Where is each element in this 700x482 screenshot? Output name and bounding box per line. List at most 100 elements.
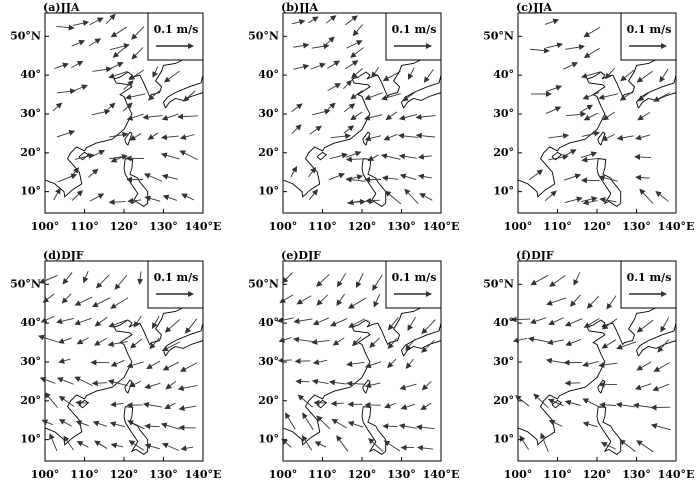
wind-vector — [307, 16, 319, 24]
wind-vector — [295, 378, 310, 385]
wind-vector — [94, 316, 108, 327]
wind-vector — [528, 169, 544, 181]
wind-vector — [308, 166, 317, 178]
wind-vector — [301, 435, 313, 451]
wind-vector — [161, 341, 181, 351]
wind-vector — [291, 124, 302, 134]
wind-vector — [185, 318, 198, 334]
wind-vector — [400, 403, 415, 410]
wind-vector — [144, 423, 160, 430]
x-tick-label: 140°E — [185, 468, 222, 481]
coastline — [635, 323, 677, 357]
wind-vector — [636, 440, 654, 453]
wind-vector — [582, 421, 598, 428]
wind-vector — [332, 337, 345, 346]
wind-vector — [330, 318, 348, 327]
x-tick-label: 110° — [308, 220, 336, 233]
x-tick-label: 100° — [269, 220, 297, 233]
y-tick-label: 10° — [493, 185, 514, 198]
wind-vector — [355, 273, 364, 289]
wind-vector — [110, 359, 125, 367]
wind-vector — [309, 125, 322, 135]
wind-vector — [122, 102, 133, 112]
wind-vector — [325, 102, 336, 112]
wind-vector — [616, 341, 637, 350]
wind-vector — [281, 272, 293, 284]
x-tick-label: 100° — [504, 220, 532, 233]
wind-vector — [350, 90, 363, 100]
wind-vector — [55, 318, 75, 325]
coastline — [400, 323, 442, 357]
wind-vector — [327, 60, 341, 69]
wind-vector — [529, 317, 547, 325]
wind-vector — [276, 317, 294, 324]
y-tick-label: 20° — [20, 394, 41, 407]
wind-vector — [373, 293, 381, 308]
wind-vector — [407, 67, 415, 80]
wind-vector — [71, 39, 86, 47]
wind-vector — [399, 173, 417, 181]
panel-label: (b)JJA — [281, 1, 319, 14]
wind-vector — [346, 360, 365, 367]
wind-vector — [277, 357, 293, 364]
wind-vector — [564, 318, 583, 327]
wind-vector — [179, 134, 195, 140]
wind-vector — [58, 357, 71, 364]
wind-vector — [164, 402, 176, 409]
wind-vector — [348, 318, 365, 328]
wind-vector — [548, 154, 569, 161]
wind-vector — [546, 339, 564, 346]
wind-vector — [93, 337, 108, 346]
wind-vector — [88, 168, 99, 178]
coastline — [316, 399, 328, 409]
wind-vector — [336, 435, 349, 452]
coastline — [597, 131, 606, 146]
wind-vector — [405, 338, 416, 351]
coastline — [162, 323, 204, 357]
wind-vector — [128, 380, 141, 388]
wind-vector — [74, 317, 92, 326]
wind-vector — [652, 383, 670, 392]
wind-vector — [657, 339, 670, 353]
wind-vector — [44, 392, 58, 408]
y-tick-label: 20° — [258, 394, 279, 407]
wind-vector — [311, 338, 330, 345]
wind-vector — [105, 102, 116, 112]
wind-vector — [178, 405, 197, 412]
wind-vector — [131, 26, 145, 40]
wind-vector — [291, 103, 303, 113]
reference-box — [147, 12, 204, 61]
wind-vector — [293, 318, 313, 324]
coastline — [124, 131, 133, 146]
wind-vector — [346, 380, 365, 387]
wind-vector — [177, 113, 198, 120]
wind-vector — [635, 174, 650, 181]
wind-vector — [62, 272, 73, 285]
x-tick-label: 120° — [348, 220, 376, 233]
coastline — [316, 151, 328, 161]
wind-vector — [325, 36, 335, 46]
wind-vector — [108, 199, 126, 206]
wind-vector — [345, 176, 366, 183]
wind-vector — [126, 361, 144, 369]
reference-label: 0.1 m/s — [627, 23, 672, 36]
wind-vector — [398, 153, 417, 160]
wind-vector — [41, 419, 53, 426]
wind-vector — [165, 380, 177, 390]
wind-vector — [142, 401, 163, 408]
wind-vector — [91, 109, 111, 116]
wind-vector — [533, 393, 549, 408]
wind-vector — [308, 189, 319, 200]
wind-vector — [547, 398, 564, 407]
wind-vector — [88, 38, 102, 47]
x-tick-label: 140°E — [185, 220, 222, 233]
wind-vector — [49, 433, 58, 452]
wind-vector — [89, 17, 104, 26]
wind-vector — [90, 150, 106, 158]
wind-vector — [352, 336, 362, 347]
y-tick-label: 40° — [493, 68, 514, 81]
wind-vector — [582, 199, 598, 206]
wind-vector — [328, 379, 347, 386]
wind-vector — [512, 337, 528, 344]
